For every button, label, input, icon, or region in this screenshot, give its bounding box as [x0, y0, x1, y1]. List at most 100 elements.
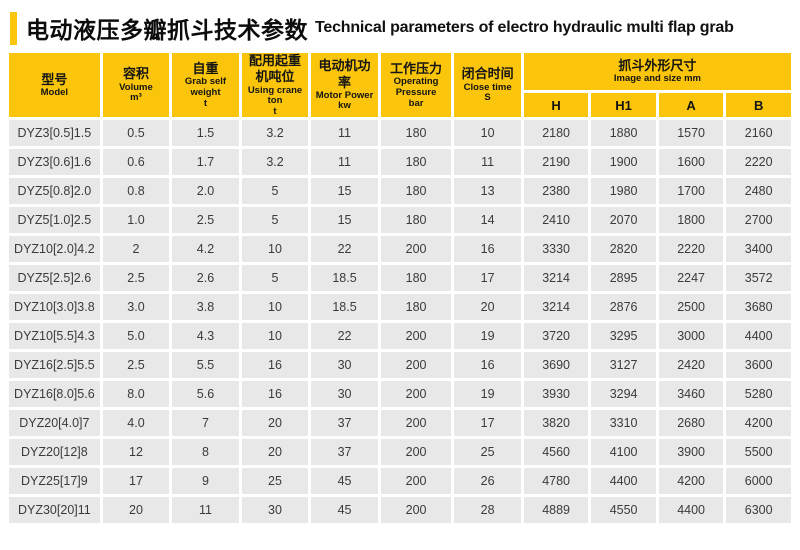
value-cell: 16	[241, 352, 309, 379]
header-motor-zh: 电动机功率	[318, 58, 371, 90]
value-cell: 30	[311, 381, 378, 408]
value-cell: 3294	[591, 381, 656, 408]
header-cell-a: A	[658, 92, 724, 118]
value-cell: 8.0	[102, 381, 170, 408]
value-cell: 180	[380, 207, 452, 234]
value-cell: 3900	[658, 439, 724, 466]
value-cell: 0.6	[102, 149, 170, 176]
value-cell: 15	[311, 207, 378, 234]
value-cell: 180	[380, 265, 452, 292]
value-cell: 10	[454, 120, 521, 147]
header-crane-unit: t	[273, 105, 277, 117]
value-cell: 14	[454, 207, 521, 234]
table-row: DYZ10[2.0]4.2 2 4.2 10 22 200 16 3330 2820 2220 34…	[9, 236, 791, 263]
model-cell: DYZ5[0.8]2.0	[9, 178, 100, 205]
header-cell-crane: 配用起重机吨位 Using crane ton t	[241, 53, 309, 118]
header-size-en: Image and size mm	[613, 73, 701, 85]
header-pressure-zh: 工作压力	[390, 61, 443, 77]
value-cell: 1.7	[172, 149, 239, 176]
header-cell-motor: 电动机功率 Motor Power kw	[311, 53, 378, 118]
value-cell: 3.0	[102, 294, 170, 321]
value-cell: 4550	[591, 497, 656, 524]
value-cell: 37	[311, 410, 378, 437]
header-model-zh: 型号	[41, 71, 68, 87]
table-row: DYZ5[0.8]2.0 0.8 2.0 5 15 180 13 2380 1980 1700 24…	[9, 178, 791, 205]
value-cell: 4889	[523, 497, 589, 524]
title-accent-bar	[10, 11, 17, 45]
value-cell: 18.5	[311, 294, 378, 321]
value-cell: 4.3	[172, 323, 239, 350]
header-volume-en: Volume	[119, 81, 153, 93]
value-cell: 16	[241, 381, 309, 408]
value-cell: 3.2	[241, 149, 309, 176]
header-weight-en: Grab self weight	[184, 76, 227, 98]
value-cell: 5.6	[172, 381, 239, 408]
table-row: DYZ16[2.5]5.5 2.5 5.5 16 30 200 16 3690 3127 2420…	[9, 352, 791, 379]
model-cell: DYZ3[0.6]1.6	[9, 149, 100, 176]
value-cell: 17	[454, 410, 521, 437]
value-cell: 2	[102, 236, 170, 263]
value-cell: 3214	[523, 294, 589, 321]
value-cell: 18.5	[311, 265, 378, 292]
header-cell-pressure: 工作压力 Operating Pressure bar	[380, 53, 452, 118]
model-cell: DYZ16[2.5]5.5	[9, 352, 100, 379]
value-cell: 1880	[591, 120, 656, 147]
value-cell: 16	[454, 352, 521, 379]
table-row: DYZ10[5.5]4.3 5.0 4.3 10 22 200 19 3720 3295 3000…	[9, 323, 791, 350]
spec-table: 型号 Model 容积 Volume m³ 自重 Grab self weigh…	[6, 50, 794, 526]
page-title-zh: 电动液压多瓣抓斗技术参数	[26, 17, 308, 43]
value-cell: 19	[454, 323, 521, 350]
header-crane-zh: 配用起重机吨位	[249, 53, 302, 85]
value-cell: 10	[241, 323, 309, 350]
value-cell: 12	[102, 439, 170, 466]
value-cell: 20	[454, 294, 521, 321]
table-row: DYZ3[0.6]1.6 0.6 1.7 3.2 11 180 11 2190 1900 1600…	[9, 149, 791, 176]
value-cell: 0.8	[102, 178, 170, 205]
value-cell: 1980	[591, 178, 656, 205]
value-cell: 2190	[523, 149, 589, 176]
model-cell: DYZ5[2.5]2.6	[9, 265, 100, 292]
value-cell: 28	[454, 497, 521, 524]
header-size-zh: 抓斗外形尺寸	[618, 57, 697, 73]
value-cell: 37	[311, 439, 378, 466]
page-header: 电动液压多瓣抓斗技术参数 Technical parameters of ele…	[10, 11, 800, 45]
header-cell-weight: 自重 Grab self weight t	[172, 53, 239, 118]
value-cell: 2220	[658, 236, 724, 263]
value-cell: 2500	[658, 294, 724, 321]
value-cell: 4400	[591, 468, 656, 495]
table-row: DYZ25[17]9 17 9 25 45 200 26 4780 4400 4200 6000	[9, 468, 791, 495]
value-cell: 4200	[726, 410, 791, 437]
value-cell: 5280	[726, 381, 791, 408]
header-cell-size-group: 抓斗外形尺寸 Image and size mm	[523, 53, 791, 90]
table-row: DYZ16[8.0]5.6 8.0 5.6 16 30 200 19 3930 3294 3460…	[9, 381, 791, 408]
value-cell: 4.2	[172, 236, 239, 263]
table-row: DYZ30[20]11 20 11 30 45 200 28 4889 4550 4400 6300	[9, 497, 791, 524]
value-cell: 3720	[523, 323, 589, 350]
value-cell: 3310	[591, 410, 656, 437]
value-cell: 2070	[591, 207, 656, 234]
model-cell: DYZ10[5.5]4.3	[9, 323, 100, 350]
header-cell-h1: H1	[591, 92, 656, 118]
value-cell: 20	[102, 497, 170, 524]
value-cell: 2.5	[102, 265, 170, 292]
model-cell: DYZ20[4.0]7	[9, 410, 100, 437]
value-cell: 2410	[523, 207, 589, 234]
header-cell-model: 型号 Model	[9, 53, 100, 118]
value-cell: 2247	[658, 265, 724, 292]
value-cell: 2820	[591, 236, 656, 263]
value-cell: 3820	[523, 410, 589, 437]
table-body: DYZ3[0.5]1.5 0.5 1.5 3.2 11 180 10 2180 1880 1570…	[9, 120, 791, 524]
value-cell: 30	[241, 497, 309, 524]
value-cell: 25	[454, 439, 521, 466]
value-cell: 1900	[591, 149, 656, 176]
value-cell: 11	[311, 120, 378, 147]
page-title-en: Technical parameters of electro hydrauli…	[315, 19, 734, 36]
value-cell: 3572	[726, 265, 791, 292]
table-row: DYZ3[0.5]1.5 0.5 1.5 3.2 11 180 10 2180 1880 1570…	[9, 120, 791, 147]
value-cell: 3690	[523, 352, 589, 379]
value-cell: 2.0	[172, 178, 239, 205]
value-cell: 200	[380, 352, 452, 379]
model-cell: DYZ20[12]8	[9, 439, 100, 466]
value-cell: 5	[241, 207, 309, 234]
value-cell: 13	[454, 178, 521, 205]
